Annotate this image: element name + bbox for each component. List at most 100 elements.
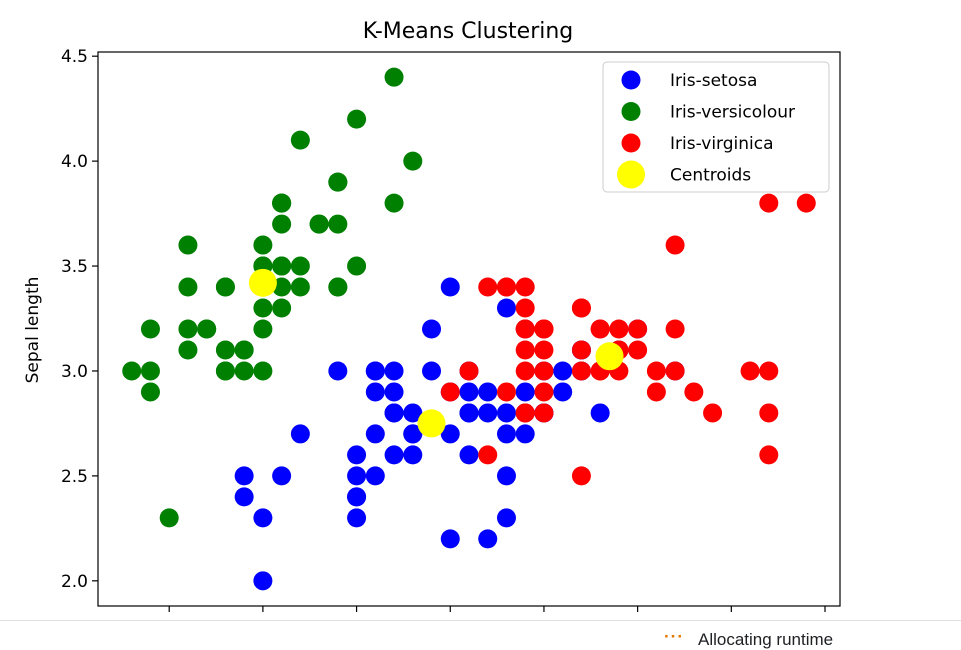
data-point [628,340,648,360]
legend-label: Iris-virginica [670,134,774,154]
legend-box [602,61,830,193]
data-point [140,319,160,339]
data-point [740,361,760,381]
x-axis-ticks [168,606,826,612]
y-tick-label: 3.0 [61,362,88,382]
data-point [515,361,535,381]
data-point [159,508,179,528]
y-tick-label: 4.0 [61,152,88,172]
data-point [515,298,535,318]
data-point [365,466,385,486]
legend-marker [621,133,641,153]
data-point [496,382,516,402]
plot-area-frame [97,51,841,607]
series-iris-virginica [440,193,816,486]
data-point [309,214,329,234]
y-axis-ticks: 2.0 2.5 3.0 3.5 4.0 4.5 [61,47,98,592]
data-point [384,193,404,213]
data-point [253,508,273,528]
y-tick-label: 2.0 [61,572,88,592]
data-point [290,277,310,297]
data-point [403,445,423,465]
data-point [384,403,404,423]
legend-label: Iris-versicolour [670,103,795,123]
data-point [665,235,685,255]
data-point [328,277,348,297]
data-point [590,319,610,339]
data-point [234,487,254,507]
data-point [215,340,235,360]
data-point [248,268,277,297]
data-point [140,382,160,402]
data-point [440,277,460,297]
legend-marker [617,160,645,189]
data-point [290,256,310,276]
data-point [459,382,479,402]
data-point [759,361,779,381]
data-point [384,382,404,402]
y-axis-label: Sepal length [23,277,43,384]
data-point [253,298,273,318]
data-point [478,382,498,402]
data-point [365,424,385,444]
data-point [478,445,498,465]
data-point [272,466,292,486]
legend-label: Centroids [670,166,751,186]
data-point [759,403,779,423]
data-point [178,319,198,339]
data-point [440,424,460,444]
data-point [665,319,685,339]
series-centroids [248,268,624,438]
data-point [365,382,385,402]
data-point [459,361,479,381]
data-point [534,361,554,381]
data-point [571,361,591,381]
data-point [515,319,535,339]
data-point [515,382,535,402]
data-point [272,193,292,213]
kmeans-scatter-chart: K-Means Clustering Sepal length 2.0 2.5 3.… [23,19,841,612]
data-point [140,361,160,381]
data-point [609,319,629,339]
data-point [534,319,554,339]
data-point [253,571,273,591]
data-point [178,340,198,360]
data-point [272,298,292,318]
data-point [515,340,535,360]
legend-marker [621,70,641,90]
data-point [440,382,460,402]
data-points [122,67,816,591]
data-point [759,445,779,465]
data-point [646,361,666,381]
data-point [403,151,423,171]
data-point [403,424,423,444]
data-point [534,382,554,402]
data-point [553,382,573,402]
data-point [347,445,367,465]
status-bar [0,620,961,649]
data-point [122,361,142,381]
data-point [234,361,254,381]
data-point [328,361,348,381]
data-point [571,340,591,360]
data-point [553,361,573,381]
y-tick-label: 2.5 [61,467,88,487]
data-point [459,445,479,465]
data-point [590,403,610,423]
data-point [684,382,704,402]
data-point [646,382,666,402]
data-point [178,235,198,255]
data-point [703,403,723,423]
data-point [215,277,235,297]
data-point [403,403,423,423]
data-point [365,361,385,381]
runtime-status-text: Allocating runtime [697,630,834,649]
data-point [422,319,442,339]
data-point [384,361,404,381]
data-point [347,109,367,129]
data-point [496,298,516,318]
data-point [440,529,460,549]
data-point [417,409,446,438]
data-point [478,403,498,423]
data-point [290,130,310,150]
